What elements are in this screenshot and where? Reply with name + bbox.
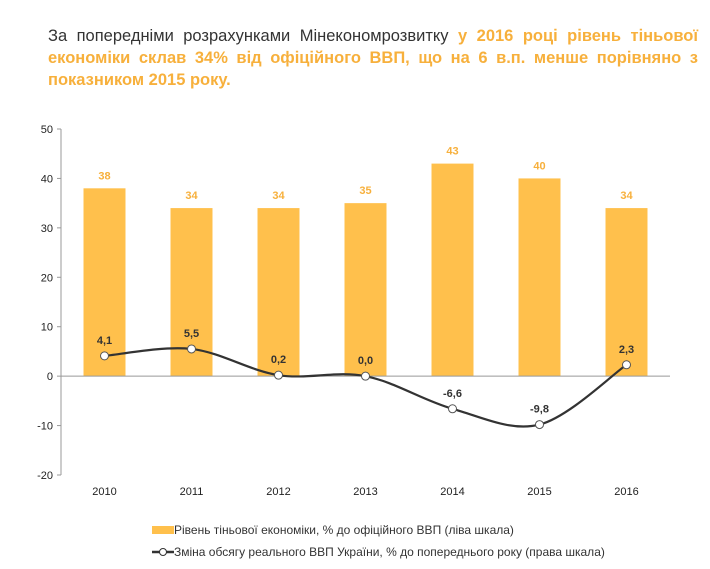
x-tick-label: 2012 (266, 486, 290, 498)
line-point (187, 344, 196, 354)
legend-bar-swatch (152, 526, 174, 534)
bar-data-label: 38 (98, 170, 110, 182)
legend-item-bars: Рівень тіньової економіки, % до офіційно… (152, 523, 514, 537)
intro-text: За попередніми розрахунками Мінекономроз… (48, 25, 698, 91)
line-data-label: -6,6 (443, 388, 462, 400)
line-data-label: 0,2 (271, 354, 286, 366)
line-point (274, 370, 283, 380)
bar (518, 178, 561, 377)
bar (257, 208, 300, 377)
intro-highlight: у 2016 році рівень тіньової економіки ск… (48, 27, 698, 89)
line-data-label: 4,1 (97, 335, 112, 347)
bar (431, 163, 474, 377)
legend-line-label: Зміна обсягу реального ВВП України, % до… (174, 545, 605, 559)
line-point (100, 351, 109, 361)
line-data-label: 5,5 (184, 328, 199, 340)
y-tick-label: 20 (41, 272, 53, 284)
line-data-label: 2,3 (619, 344, 634, 356)
line-point (361, 371, 370, 381)
bar-data-label: 34 (272, 190, 285, 202)
bar-data-label: 35 (359, 185, 371, 197)
line-data-label: -9,8 (530, 404, 549, 416)
legend-bar-label: Рівень тіньової економіки, % до офіційно… (174, 523, 514, 537)
x-tick-label: 2014 (440, 486, 464, 498)
bar-data-label: 34 (620, 190, 633, 202)
bar-data-label: 40 (533, 160, 545, 172)
y-tick-label: 0 (47, 371, 53, 383)
x-tick-label: 2010 (92, 486, 116, 498)
y-tick-label: -20 (37, 470, 53, 482)
bar (605, 208, 648, 377)
bar-data-label: 34 (185, 190, 198, 202)
line-point (622, 360, 631, 370)
y-tick-label: 40 (41, 173, 53, 185)
legend-line-swatch (152, 548, 174, 556)
legend-item-line: Зміна обсягу реального ВВП України, % до… (152, 545, 605, 559)
bar (83, 188, 126, 377)
line-data-label: 0,0 (358, 355, 373, 367)
bar (344, 203, 387, 377)
x-tick-label: 2016 (614, 486, 638, 498)
y-tick-label: 30 (41, 223, 53, 235)
intro-plain: За попередніми розрахунками Мінекономроз… (48, 27, 459, 45)
line-point (535, 420, 544, 430)
x-tick-label: 2015 (527, 486, 551, 498)
y-tick-label: -10 (37, 421, 53, 433)
y-tick-label: 50 (41, 124, 53, 136)
x-tick-label: 2011 (180, 486, 204, 498)
x-tick-label: 2013 (353, 486, 377, 498)
line-point (448, 404, 457, 414)
y-tick-label: 10 (41, 322, 53, 334)
bar-data-label: 43 (446, 146, 458, 158)
